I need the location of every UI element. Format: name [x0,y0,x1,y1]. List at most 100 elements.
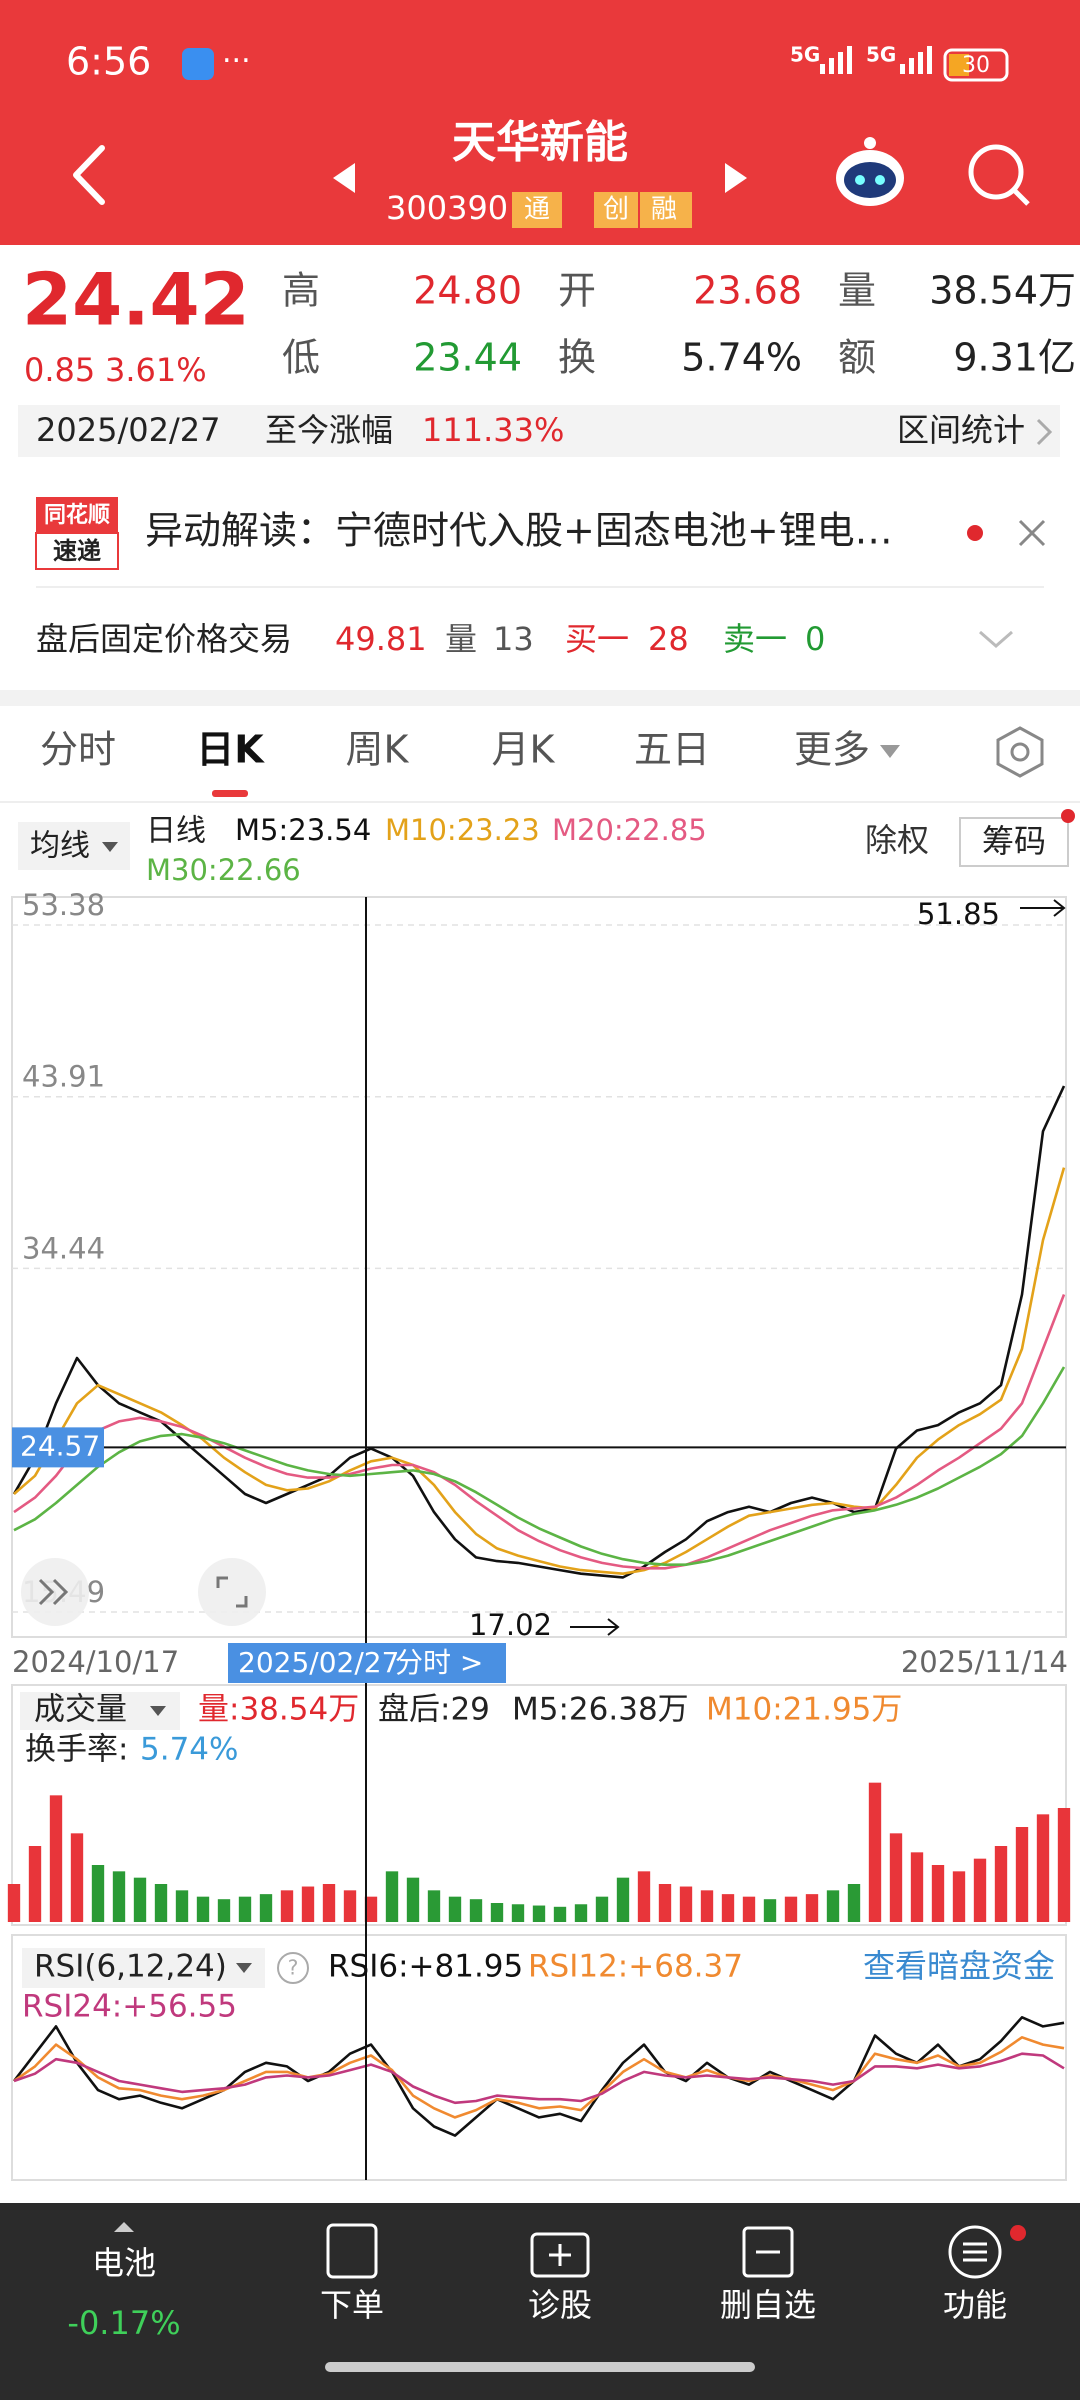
volume-bar [1036,1814,1050,1922]
tag-bg [512,192,562,228]
volume-bar [532,1905,546,1922]
bid: 28 [648,620,689,658]
expand[interactable] [979,630,1013,648]
nav-item[interactable]: 诊股 [528,2286,592,2324]
nav-item[interactable]: 删自选 [720,2286,816,2324]
volume-bar [721,1894,735,1922]
volume-bar [70,1833,84,1922]
stat-value: 23.44 [413,336,522,380]
price: 24.42 [22,258,250,342]
ma-legend: M10:23.23 [385,813,540,847]
tab[interactable]: 更多 [794,728,870,772]
volume-bar [805,1894,819,1922]
y-tick-label: 34.44 [22,1231,105,1265]
section-gap [0,690,1080,706]
after-hours-vol-label: 量 [445,620,477,658]
nav-item[interactable]: 下单 [320,2286,384,2324]
nav-stock[interactable]: 电池 [92,2244,156,2282]
dropdown [150,1706,166,1716]
svg-text:5G: 5G [866,43,896,67]
nav-item[interactable]: 功能 [943,2286,1007,2324]
after-hours-vol: 13 [493,620,534,658]
chevron [1036,418,1053,446]
volume-bar [259,1894,273,1922]
volume-bar [91,1865,105,1922]
volume-bar [196,1896,210,1922]
stat-label: 额 [838,336,876,380]
volume-bar [784,1896,798,1922]
tab-active[interactable]: 日K [196,728,265,772]
stock-code: 300390 [386,189,508,227]
fullscreen-button[interactable] [198,1558,266,1626]
volume-bar [364,1896,378,1922]
volume-bar [469,1899,483,1922]
volume-bar [343,1890,357,1922]
search-button[interactable] [968,144,1030,206]
tab[interactable]: 周K [346,728,410,772]
range-bar[interactable] [18,405,1060,457]
y-tick-label: 53.38 [22,888,105,922]
volume-bar [217,1899,231,1922]
dark-pool-link[interactable]: 查看暗盘资金 [863,1947,1055,1985]
settings[interactable] [996,726,1044,778]
volume-button[interactable] [20,1692,180,1730]
volume-bar [448,1896,462,1922]
range-action[interactable]: 区间统计 [897,411,1025,449]
chips-button[interactable] [959,817,1069,867]
stat-label: 换 [558,336,596,380]
expand-icon [38,1578,69,1606]
logo-text: 同花顺 [44,502,110,528]
tab[interactable]: 五日 [634,728,710,772]
volume-bar [511,1904,525,1922]
rsi-frame [11,1934,1067,2181]
after-hours-label: 盘后固定价格交易 [36,620,292,658]
svg-text:5G: 5G [790,43,820,67]
crosshair-action[interactable]: 分时 > [395,1646,483,1679]
volume-bar [700,1890,714,1922]
tab[interactable]: 月K [492,728,556,772]
status-more: ··· [222,44,251,79]
tag-bg [594,192,638,228]
ma-legend: M20:22.85 [552,813,707,847]
change: 0.85 [24,351,95,389]
news-text[interactable]: 异动解读：宁德时代入股+固态电池+锂电… [145,509,893,553]
series-line [12,1085,1066,1579]
diagnose-icon [530,2232,590,2278]
close-news[interactable] [1018,519,1046,547]
tag-bg [640,192,692,228]
rsi-legend: RSI6:+81.95 [328,1949,523,1985]
status-time: 6:56 [66,40,151,84]
ex-rights[interactable]: 除权 [865,821,929,859]
turnover-label: 换手率: [25,1732,128,1768]
tab-underline [212,790,248,797]
stat-label: 量 [838,269,876,313]
rsi-button[interactable] [22,1948,265,1988]
back-button[interactable] [73,145,105,205]
dot [1010,2225,1026,2241]
volume-bar [826,1890,840,1922]
tab[interactable]: 分时 [40,728,116,772]
x-tick-label: 2025/11/14 [901,1645,1068,1679]
volume-bar [910,1852,924,1922]
assistant-icon[interactable] [836,137,904,206]
remove-icon [742,2226,794,2278]
up-arrow [114,2222,134,2232]
range-label: 至今涨幅 [265,411,393,449]
series-line [13,2036,1065,2119]
volume-bar [133,1877,147,1922]
ask-label: 卖一 [723,620,787,658]
help-icon[interactable] [277,1952,309,1984]
prev-stock[interactable] [333,163,355,193]
volume-bar [637,1871,651,1922]
expand-button[interactable] [21,1558,89,1626]
dropdown [236,1963,252,1973]
signal-icons: 5G 5G [790,43,932,74]
dropdown [102,842,118,852]
next-stock[interactable] [725,163,747,193]
stat-value: 24.80 [413,269,522,313]
volume-bar [280,1890,294,1922]
volume-button-text: 成交量 [34,1692,127,1728]
volume-bar [49,1795,63,1922]
high-arrow [1020,899,1066,917]
